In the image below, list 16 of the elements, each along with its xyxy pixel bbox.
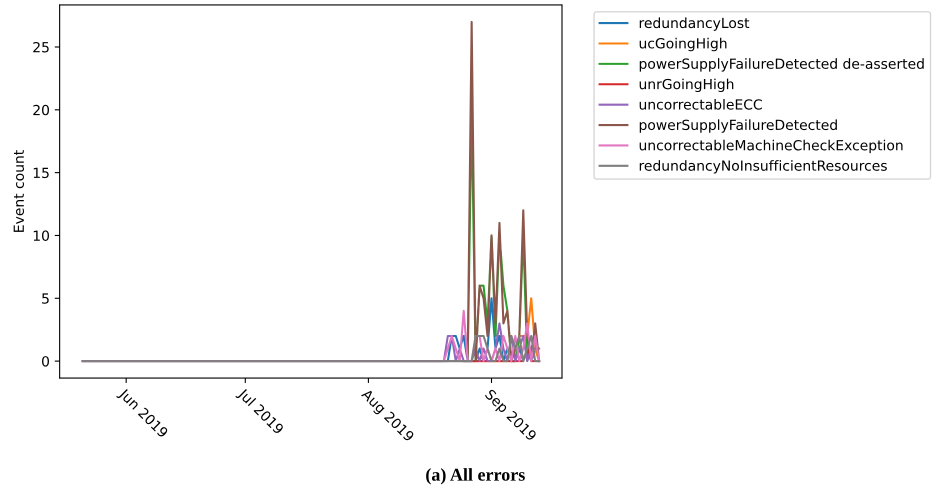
y-tick-label: 15 xyxy=(34,168,49,178)
y-axis-title: Event count xyxy=(14,150,24,232)
y-tick-label: 0 xyxy=(42,356,50,367)
legend-label: uncorrectableECC xyxy=(640,98,762,110)
text: (a) All errors xyxy=(426,468,525,484)
y-tick-label: 10 xyxy=(34,230,50,241)
y-tick-label: 5 xyxy=(42,293,49,304)
y-tick-label: 25 xyxy=(33,42,49,52)
legend-label: uncorrectableMachineCheckException xyxy=(640,140,902,154)
legend-label: redundancyNoInsufficientResources xyxy=(640,160,887,174)
legend-label: unrGoingHigh xyxy=(640,78,734,92)
legend-label: redundancyLost xyxy=(640,17,750,31)
legend-label: powerSupplyFailureDetected xyxy=(640,119,837,133)
legend-label: ucGoingHigh xyxy=(640,38,726,52)
legend-label: powerSupplyFailureDetected de-asserted xyxy=(640,58,924,72)
y-tick-label: 20 xyxy=(33,104,50,116)
